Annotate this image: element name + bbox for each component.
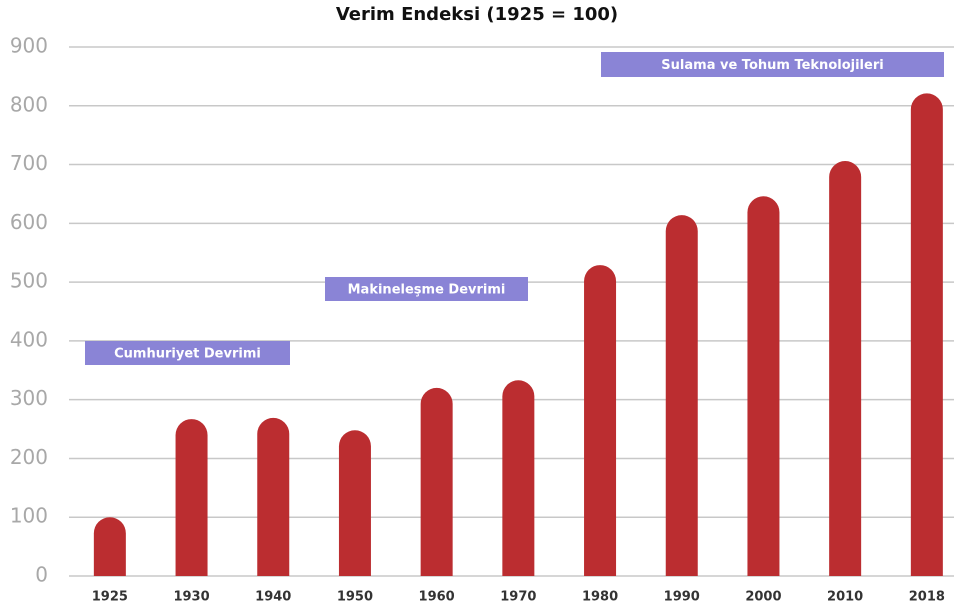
- annotation-box: [601, 52, 944, 77]
- annotation-box: [325, 277, 528, 301]
- bar: [175, 419, 208, 576]
- bar: [257, 417, 290, 576]
- bar: [829, 161, 862, 577]
- chart-title: Verim Endeksi (1925 = 100): [336, 4, 618, 25]
- y-tick-label: 0: [35, 563, 48, 587]
- y-tick-label: 200: [10, 445, 48, 469]
- x-tick-label: 1950: [337, 590, 373, 605]
- annotation: Makineleşme Devrimi: [348, 283, 506, 298]
- x-tick-label: 2018: [909, 590, 945, 605]
- bar: [747, 196, 780, 576]
- x-tick-label: 2010: [827, 590, 863, 605]
- bar: [665, 215, 698, 577]
- bar: [420, 387, 453, 576]
- y-tick-label: 700: [10, 151, 48, 175]
- annotation-box: [85, 341, 290, 365]
- y-tick-label: 600: [10, 210, 48, 234]
- y-tick-label: 900: [10, 34, 48, 58]
- annotation: Sulama ve Tohum Teknolojileri: [661, 58, 883, 73]
- y-tick-label: 300: [10, 386, 48, 410]
- bar: [93, 517, 126, 576]
- x-tick-label: 1980: [582, 590, 618, 605]
- bar: [338, 430, 371, 576]
- annotation: Cumhuriyet Devrimi: [114, 347, 261, 362]
- y-tick-label: 800: [10, 92, 48, 116]
- x-tick-label: 1970: [500, 590, 536, 605]
- x-tick-label: 1940: [255, 590, 291, 605]
- x-tick-label: 1925: [92, 590, 128, 605]
- x-tick-label: 2000: [745, 590, 781, 605]
- bar: [910, 93, 943, 576]
- x-tick-label: 1990: [664, 590, 700, 605]
- y-tick-label: 500: [10, 269, 48, 293]
- y-tick-label: 400: [10, 327, 48, 351]
- bar: [502, 380, 535, 576]
- x-tick-label: 1960: [419, 590, 455, 605]
- y-tick-label: 100: [10, 504, 48, 528]
- x-tick-label: 1930: [173, 590, 209, 605]
- bar: [584, 265, 617, 576]
